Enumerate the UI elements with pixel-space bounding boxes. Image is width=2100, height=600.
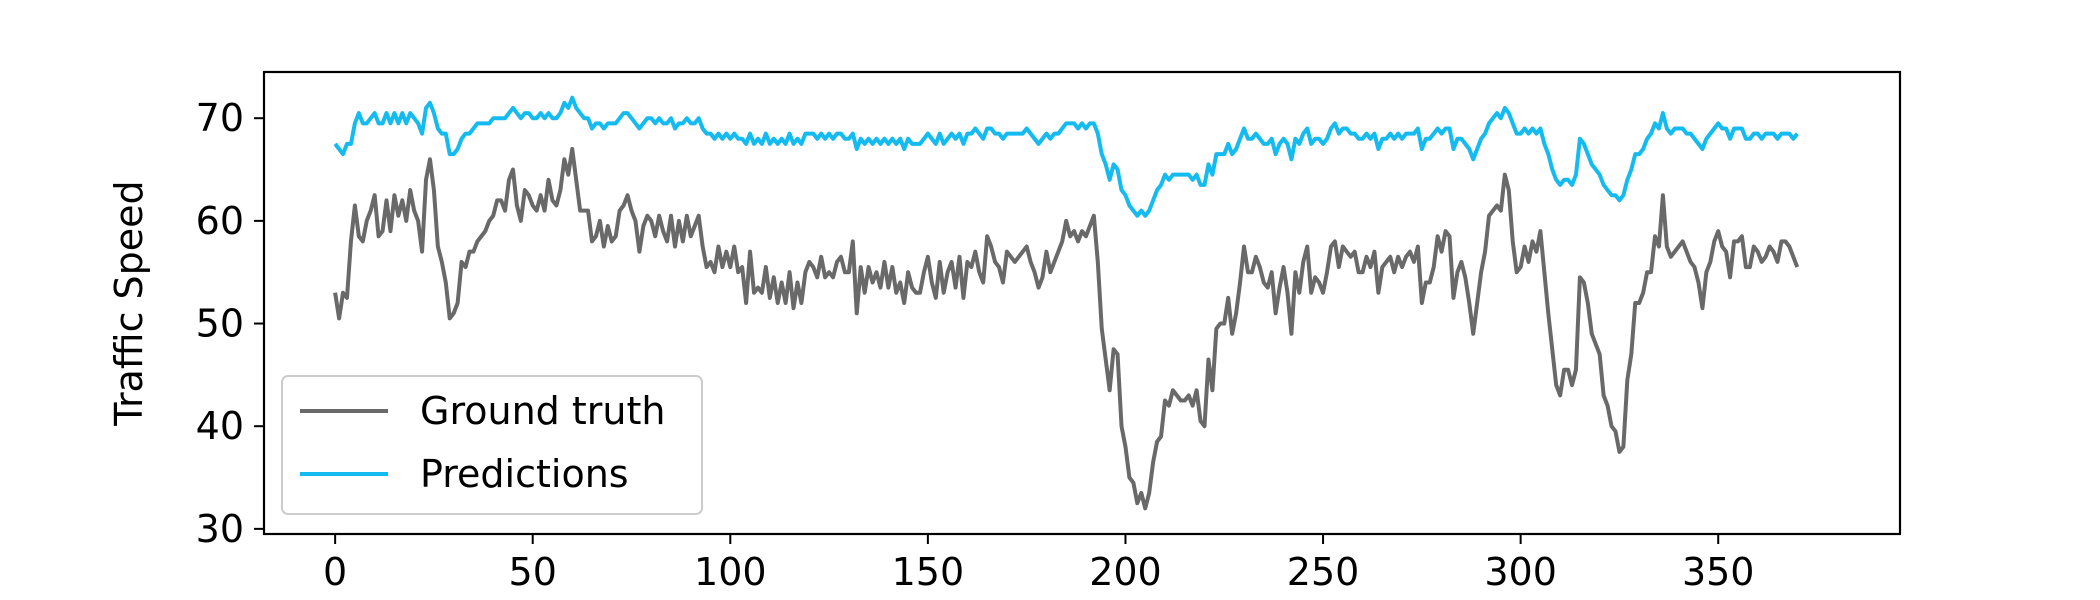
x-tick-label: 200 xyxy=(1089,550,1162,594)
x-tick-label: 150 xyxy=(892,550,965,594)
series-line-ground-truth xyxy=(333,147,1800,511)
series-layer xyxy=(333,95,1800,511)
legend-label-ground-truth: Ground truth xyxy=(420,389,665,433)
x-tick-label: 0 xyxy=(323,550,347,594)
x-tick-label: 350 xyxy=(1682,550,1755,594)
series-line-predictions xyxy=(333,95,1799,218)
x-tick-label: 100 xyxy=(694,550,767,594)
y-tick-label: 30 xyxy=(196,507,244,551)
x-tick-label: 250 xyxy=(1287,550,1360,594)
legend-label-predictions: Predictions xyxy=(420,452,629,496)
y-tick-label: 40 xyxy=(196,404,244,448)
x-tick-label: 300 xyxy=(1484,550,1557,594)
legend: Ground truth Predictions xyxy=(281,375,703,515)
y-axis: 30 40 50 60 70 xyxy=(196,96,264,551)
y-axis-label: Traffic Speed xyxy=(107,180,151,426)
x-axis: 0 50 100 150 200 250 300 350 xyxy=(323,534,1754,594)
x-tick-label: 50 xyxy=(509,550,557,594)
y-tick-label: 70 xyxy=(196,96,244,140)
y-tick-label: 60 xyxy=(196,199,244,243)
y-tick-label: 50 xyxy=(196,302,244,346)
plot-area-frame xyxy=(262,70,1902,536)
